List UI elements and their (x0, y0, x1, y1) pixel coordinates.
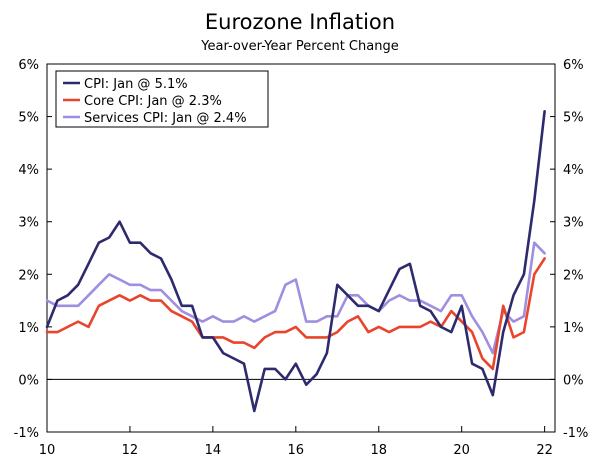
y-axis-left: -1% 0% 1% 2% 3% 4% 5% 6% (14, 58, 52, 441)
y-axis-right: -1% 0% 1% 2% 3% 4% 5% 6% (550, 58, 588, 441)
y-tick-label-left: 2% (18, 268, 39, 283)
x-axis: 10 12 14 16 18 20 22 (39, 426, 553, 458)
legend-label: Services CPI: Jan @ 2.4% (84, 111, 247, 126)
x-tick-label: 14 (205, 443, 222, 458)
chart-title: Eurozone Inflation (204, 10, 396, 34)
y-tick-label-left: 4% (18, 163, 39, 178)
series-layer (45, 110, 546, 413)
x-tick-label: 20 (453, 443, 470, 458)
series-line-0 (45, 110, 546, 413)
y-tick-label-right: 6% (563, 58, 584, 73)
y-tick-label-right: 5% (563, 111, 584, 126)
y-tick-label-left: -1% (14, 426, 39, 441)
y-tick-label-right: 4% (563, 163, 584, 178)
x-tick-label: 18 (370, 443, 387, 458)
y-tick-label-right: 1% (563, 321, 584, 336)
y-tick-label-left: 6% (18, 58, 39, 73)
legend-label: CPI: Jan @ 5.1% (84, 77, 188, 92)
y-tick-label-right: -1% (563, 426, 588, 441)
legend-box (55, 70, 269, 128)
series-line-1 (45, 257, 546, 371)
y-tick-label-left: 3% (18, 216, 39, 231)
x-tick-label: 16 (288, 443, 305, 458)
x-tick-label: 10 (39, 443, 56, 458)
series-line-2 (45, 241, 546, 355)
y-tick-label-right: 2% (563, 268, 584, 283)
y-tick-label-right: 3% (563, 216, 584, 231)
y-tick-label-right: 0% (563, 373, 584, 388)
x-tick-label: 12 (122, 443, 139, 458)
y-tick-label-left: 0% (18, 373, 39, 388)
plot-frame (46, 63, 556, 433)
legend-label: Core CPI: Jan @ 2.3% (84, 94, 222, 109)
chart-subtitle: Year-over-Year Percent Change (201, 39, 399, 54)
y-tick-label-left: 5% (18, 111, 39, 126)
y-tick-label-left: 1% (18, 321, 39, 336)
x-tick-label: 22 (536, 443, 553, 458)
legend: CPI: Jan @ 5.1% Core CPI: Jan @ 2.3% Servi… (55, 70, 269, 128)
